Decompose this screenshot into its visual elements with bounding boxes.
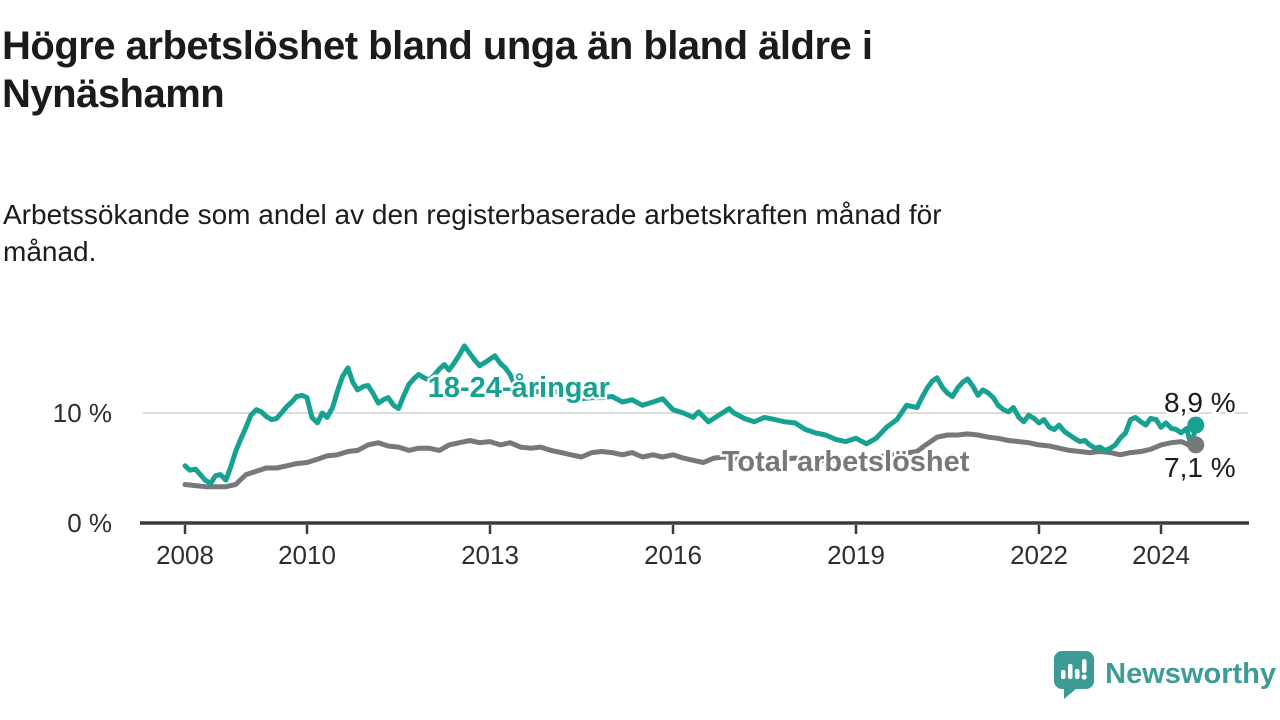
page-title: Högre arbetslöshet bland unga än bland ä… (2, 22, 1232, 118)
x-tick-label-2024: 2024 (1132, 540, 1190, 570)
newsworthy-wordmark: Newsworthy (1105, 657, 1276, 690)
series-label-18-24-åringar: 18-24-åringar (428, 372, 610, 404)
chart-subtitle-line-1: Arbetssökande som andel av den registerb… (3, 199, 942, 230)
series-line-18-24-åringar (182, 343, 1199, 486)
x-tick-label-2008: 2008 (156, 540, 214, 570)
x-tick-label-2010: 2010 (278, 540, 336, 570)
series-line-total-arbetslöshet (182, 431, 1199, 490)
end-value-label-18-24-åringar: 8,9 % (1164, 387, 1236, 418)
page-title-line-1: Högre arbetslöshet bland unga än bland ä… (2, 24, 873, 68)
page-title-line-2: Nynäshamn (2, 72, 225, 116)
series-end-dot-total-arbetslöshet (1187, 436, 1205, 454)
x-tick-label-2019: 2019 (827, 540, 885, 570)
series-end-dot-18-24-åringar (1187, 416, 1205, 434)
x-tick-label-2016: 2016 (644, 540, 702, 570)
newsworthy-branding: Newsworthy (1052, 649, 1276, 699)
y-tick-label-10: 10 % (53, 398, 112, 428)
x-tick-label-2022: 2022 (1010, 540, 1068, 570)
end-value-label-total-arbetslöshet: 7,1 % (1164, 452, 1236, 483)
chart-subtitle-line-2: månad. (3, 236, 97, 268)
x-tick-label-2013: 2013 (461, 540, 519, 570)
chart-subtitle: Arbetssökande som andel av den registerb… (3, 196, 1233, 270)
newsworthy-logo-icon (1054, 651, 1095, 699)
series-label-total-arbetslöshet: Total arbetslöshet (722, 446, 970, 478)
y-tick-label-0: 0 % (67, 508, 112, 538)
